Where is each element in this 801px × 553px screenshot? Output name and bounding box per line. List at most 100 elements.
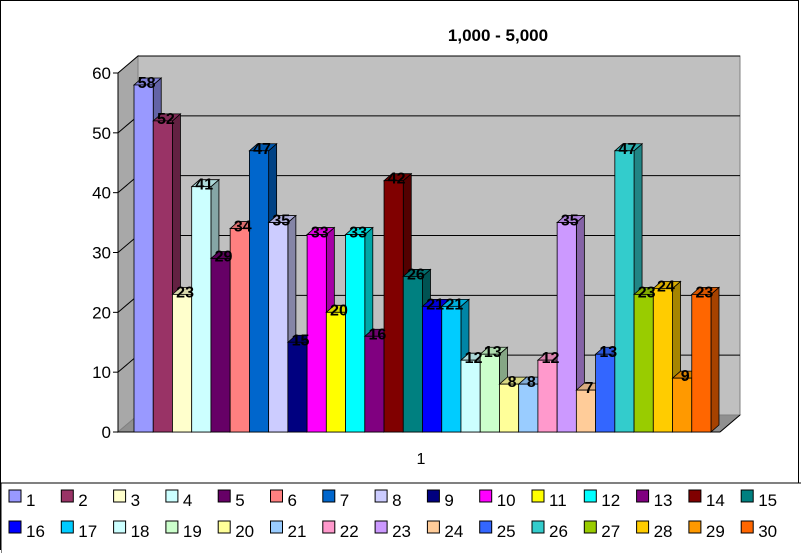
gridline xyxy=(117,55,740,74)
legend-swatch xyxy=(740,489,754,503)
x-axis-depth xyxy=(719,414,741,433)
legend-item-4: 4 xyxy=(165,489,192,510)
legend-swatch xyxy=(322,520,336,534)
legend-item-7: 7 xyxy=(322,489,349,510)
y-tick-label: 50 xyxy=(92,124,111,143)
x-category-label: 1 xyxy=(417,451,426,468)
data-label: 52 xyxy=(157,111,175,128)
bar-front xyxy=(229,228,250,433)
legend-label: 8 xyxy=(392,491,401,510)
bar-front xyxy=(268,222,289,433)
legend-swatch xyxy=(688,520,702,534)
y-tick-label: 40 xyxy=(92,184,111,203)
legend-item-20: 20 xyxy=(217,520,254,541)
legend-swatch xyxy=(374,489,388,503)
bar-23 xyxy=(556,214,586,433)
legend-item-6: 6 xyxy=(270,489,297,510)
data-label: 13 xyxy=(599,344,617,361)
bar-front xyxy=(364,335,385,433)
legend-item-11: 11 xyxy=(531,489,567,510)
data-label: 12 xyxy=(465,350,483,367)
legend-item-18: 18 xyxy=(113,520,150,541)
data-label: 34 xyxy=(234,219,252,236)
data-label: 16 xyxy=(369,326,387,343)
bar-front xyxy=(499,383,520,433)
data-label: 9 xyxy=(681,368,690,385)
legend-label: 11 xyxy=(549,491,567,510)
legend-swatch xyxy=(374,520,388,534)
legend-label: 19 xyxy=(183,522,202,541)
bar-front xyxy=(614,150,635,433)
legend-swatch xyxy=(636,520,650,534)
bar-front xyxy=(633,293,654,433)
data-label: 12 xyxy=(542,350,560,367)
legend-swatch xyxy=(531,520,545,534)
legend-swatch xyxy=(688,489,702,503)
legend-swatch xyxy=(113,489,127,503)
data-label: 23 xyxy=(695,284,713,301)
bar-front xyxy=(652,287,673,433)
legend-swatch xyxy=(165,489,179,503)
legend-label: 15 xyxy=(758,491,777,510)
bar-front xyxy=(441,305,462,433)
data-label: 23 xyxy=(638,284,656,301)
legend-item-9: 9 xyxy=(426,489,454,510)
legend-item-12: 12 xyxy=(583,489,620,510)
legend-label: 29 xyxy=(706,522,725,541)
data-label: 24 xyxy=(657,278,675,295)
legend-item-22: 22 xyxy=(322,520,359,541)
legend-item-25: 25 xyxy=(479,520,516,541)
legend-box xyxy=(1,482,801,553)
legend-item-8: 8 xyxy=(374,489,402,510)
bar-front xyxy=(152,120,173,433)
legend-item-10: 10 xyxy=(479,489,516,510)
legend-label: 13 xyxy=(654,491,673,510)
legend-item-26: 26 xyxy=(531,520,568,541)
legend-swatch xyxy=(217,489,231,503)
legend-swatch xyxy=(217,520,231,534)
bar-front xyxy=(595,353,616,433)
legend-swatch xyxy=(113,520,127,534)
legend-swatch xyxy=(60,489,74,503)
legend-swatch xyxy=(322,489,336,503)
y-tick-label: 10 xyxy=(92,363,111,382)
legend-label: 17 xyxy=(78,522,97,541)
data-label: 47 xyxy=(253,141,271,158)
data-label: 21 xyxy=(445,296,463,313)
bar-front xyxy=(518,383,539,433)
y-tick-label: 0 xyxy=(102,423,111,442)
legend-swatch xyxy=(426,520,440,534)
legend-label: 26 xyxy=(549,522,568,541)
bar-front xyxy=(691,293,712,433)
legend-swatch xyxy=(531,489,545,503)
legend-label: 25 xyxy=(497,522,516,541)
data-label: 7 xyxy=(585,380,594,397)
legend-label: 5 xyxy=(235,491,244,510)
bar-front xyxy=(556,222,577,433)
bar-front xyxy=(133,84,154,433)
bar-front xyxy=(210,258,231,433)
legend-label: 18 xyxy=(131,522,150,541)
data-label: 13 xyxy=(484,344,502,361)
legend-label: 7 xyxy=(340,491,349,510)
legend-label: 14 xyxy=(706,491,725,510)
bar-front xyxy=(460,359,481,433)
legend-item-13: 13 xyxy=(636,489,673,510)
legend-swatch xyxy=(583,489,597,503)
data-label: 20 xyxy=(330,302,348,319)
data-label: 58 xyxy=(138,75,156,92)
legend-swatch xyxy=(426,489,440,503)
bar-front xyxy=(537,359,558,433)
legend-label: 10 xyxy=(497,491,516,510)
y-tick-label: 30 xyxy=(92,244,111,263)
bar-front xyxy=(325,311,346,433)
legend-swatch xyxy=(270,489,283,503)
legend-swatch xyxy=(740,520,754,534)
data-label: 21 xyxy=(426,296,444,313)
legend-swatch xyxy=(479,489,493,503)
legend-label: 2 xyxy=(78,491,87,510)
legend-label: 22 xyxy=(340,522,359,541)
data-label: 23 xyxy=(176,284,194,301)
